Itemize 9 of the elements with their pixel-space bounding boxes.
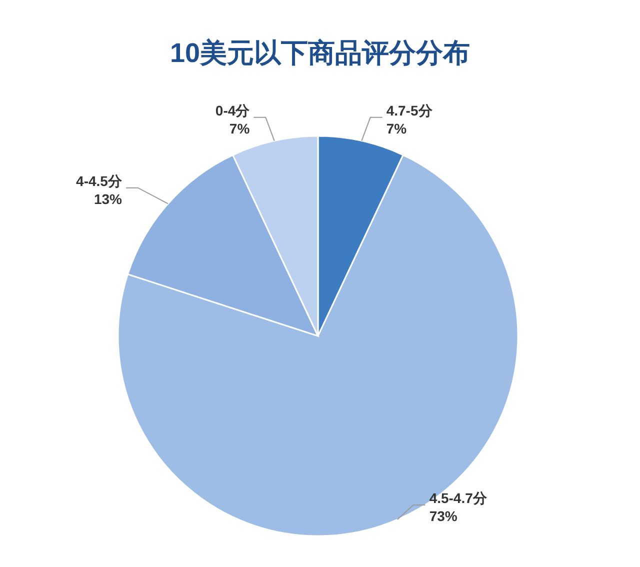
slice-label: 0-4分 (215, 102, 251, 118)
chart-title: 10美元以下商品评分分布 (170, 38, 470, 68)
data-label: 13% (94, 190, 123, 207)
slice-label: 4.5-4.7分 (429, 490, 488, 506)
slice-label: 4-4.5分 (76, 172, 123, 189)
data-label: 73% (429, 508, 458, 524)
slice-label: 4.7-5分 (386, 102, 434, 118)
data-label: 7% (386, 120, 408, 136)
data-label: 7% (229, 120, 250, 136)
